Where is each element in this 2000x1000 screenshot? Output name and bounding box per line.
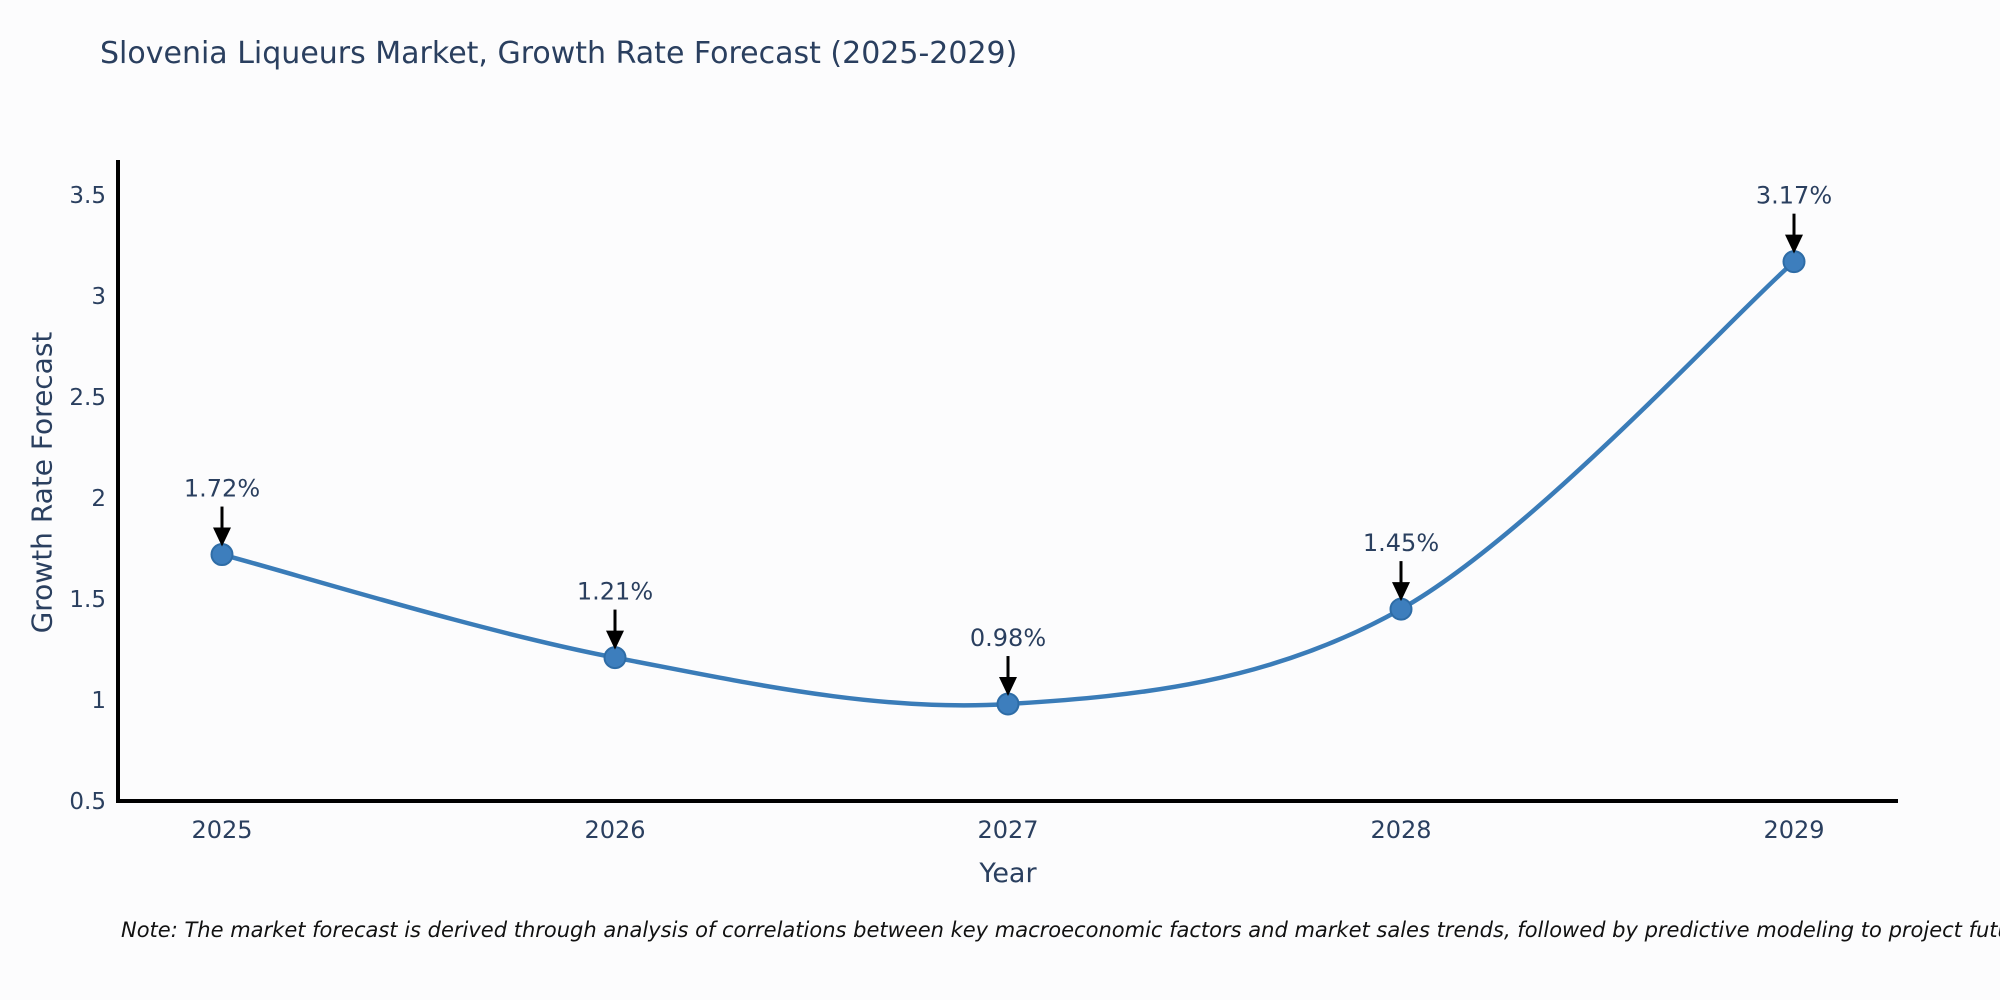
data-point [1782,250,1806,274]
y-tick-label: 2.5 [69,385,106,411]
y-tick-label: 2 [91,486,106,512]
annotation-arrowhead [1785,234,1803,254]
y-tick-label: 3 [91,284,106,310]
annotation-label: 3.17% [1756,182,1832,210]
annotation-label: 1.45% [1363,529,1439,557]
annotation-arrowhead [1392,582,1410,602]
footnote: Note: The market forecast is derived thr… [121,918,2000,942]
x-tick-label: 2025 [191,816,252,844]
annotation-label: 1.21% [577,578,653,606]
annotation-arrowhead [213,527,231,547]
data-point [603,646,627,670]
y-tick-label: 3.5 [69,183,106,209]
x-axis-title: Year [979,858,1037,889]
annotation-label: 0.98% [970,624,1046,652]
x-tick-label: 2026 [584,816,645,844]
chart-title: Slovenia Liqueurs Market, Growth Rate Fo… [100,36,1018,71]
annotation-arrowhead [606,630,624,650]
x-tick-label: 2029 [1763,816,1824,844]
data-point [1389,597,1413,621]
annotation-arrowhead [999,677,1017,697]
data-point [210,543,234,567]
data-point [996,692,1020,716]
series-line [221,259,1796,708]
x-tick-label: 2027 [977,816,1038,844]
y-tick-label: 1.5 [69,587,106,613]
annotation-label: 1.72% [184,475,260,503]
y-tick-label: 0.5 [69,789,106,815]
x-tick-label: 2028 [1370,816,1431,844]
y-tick-label: 1 [91,688,106,714]
